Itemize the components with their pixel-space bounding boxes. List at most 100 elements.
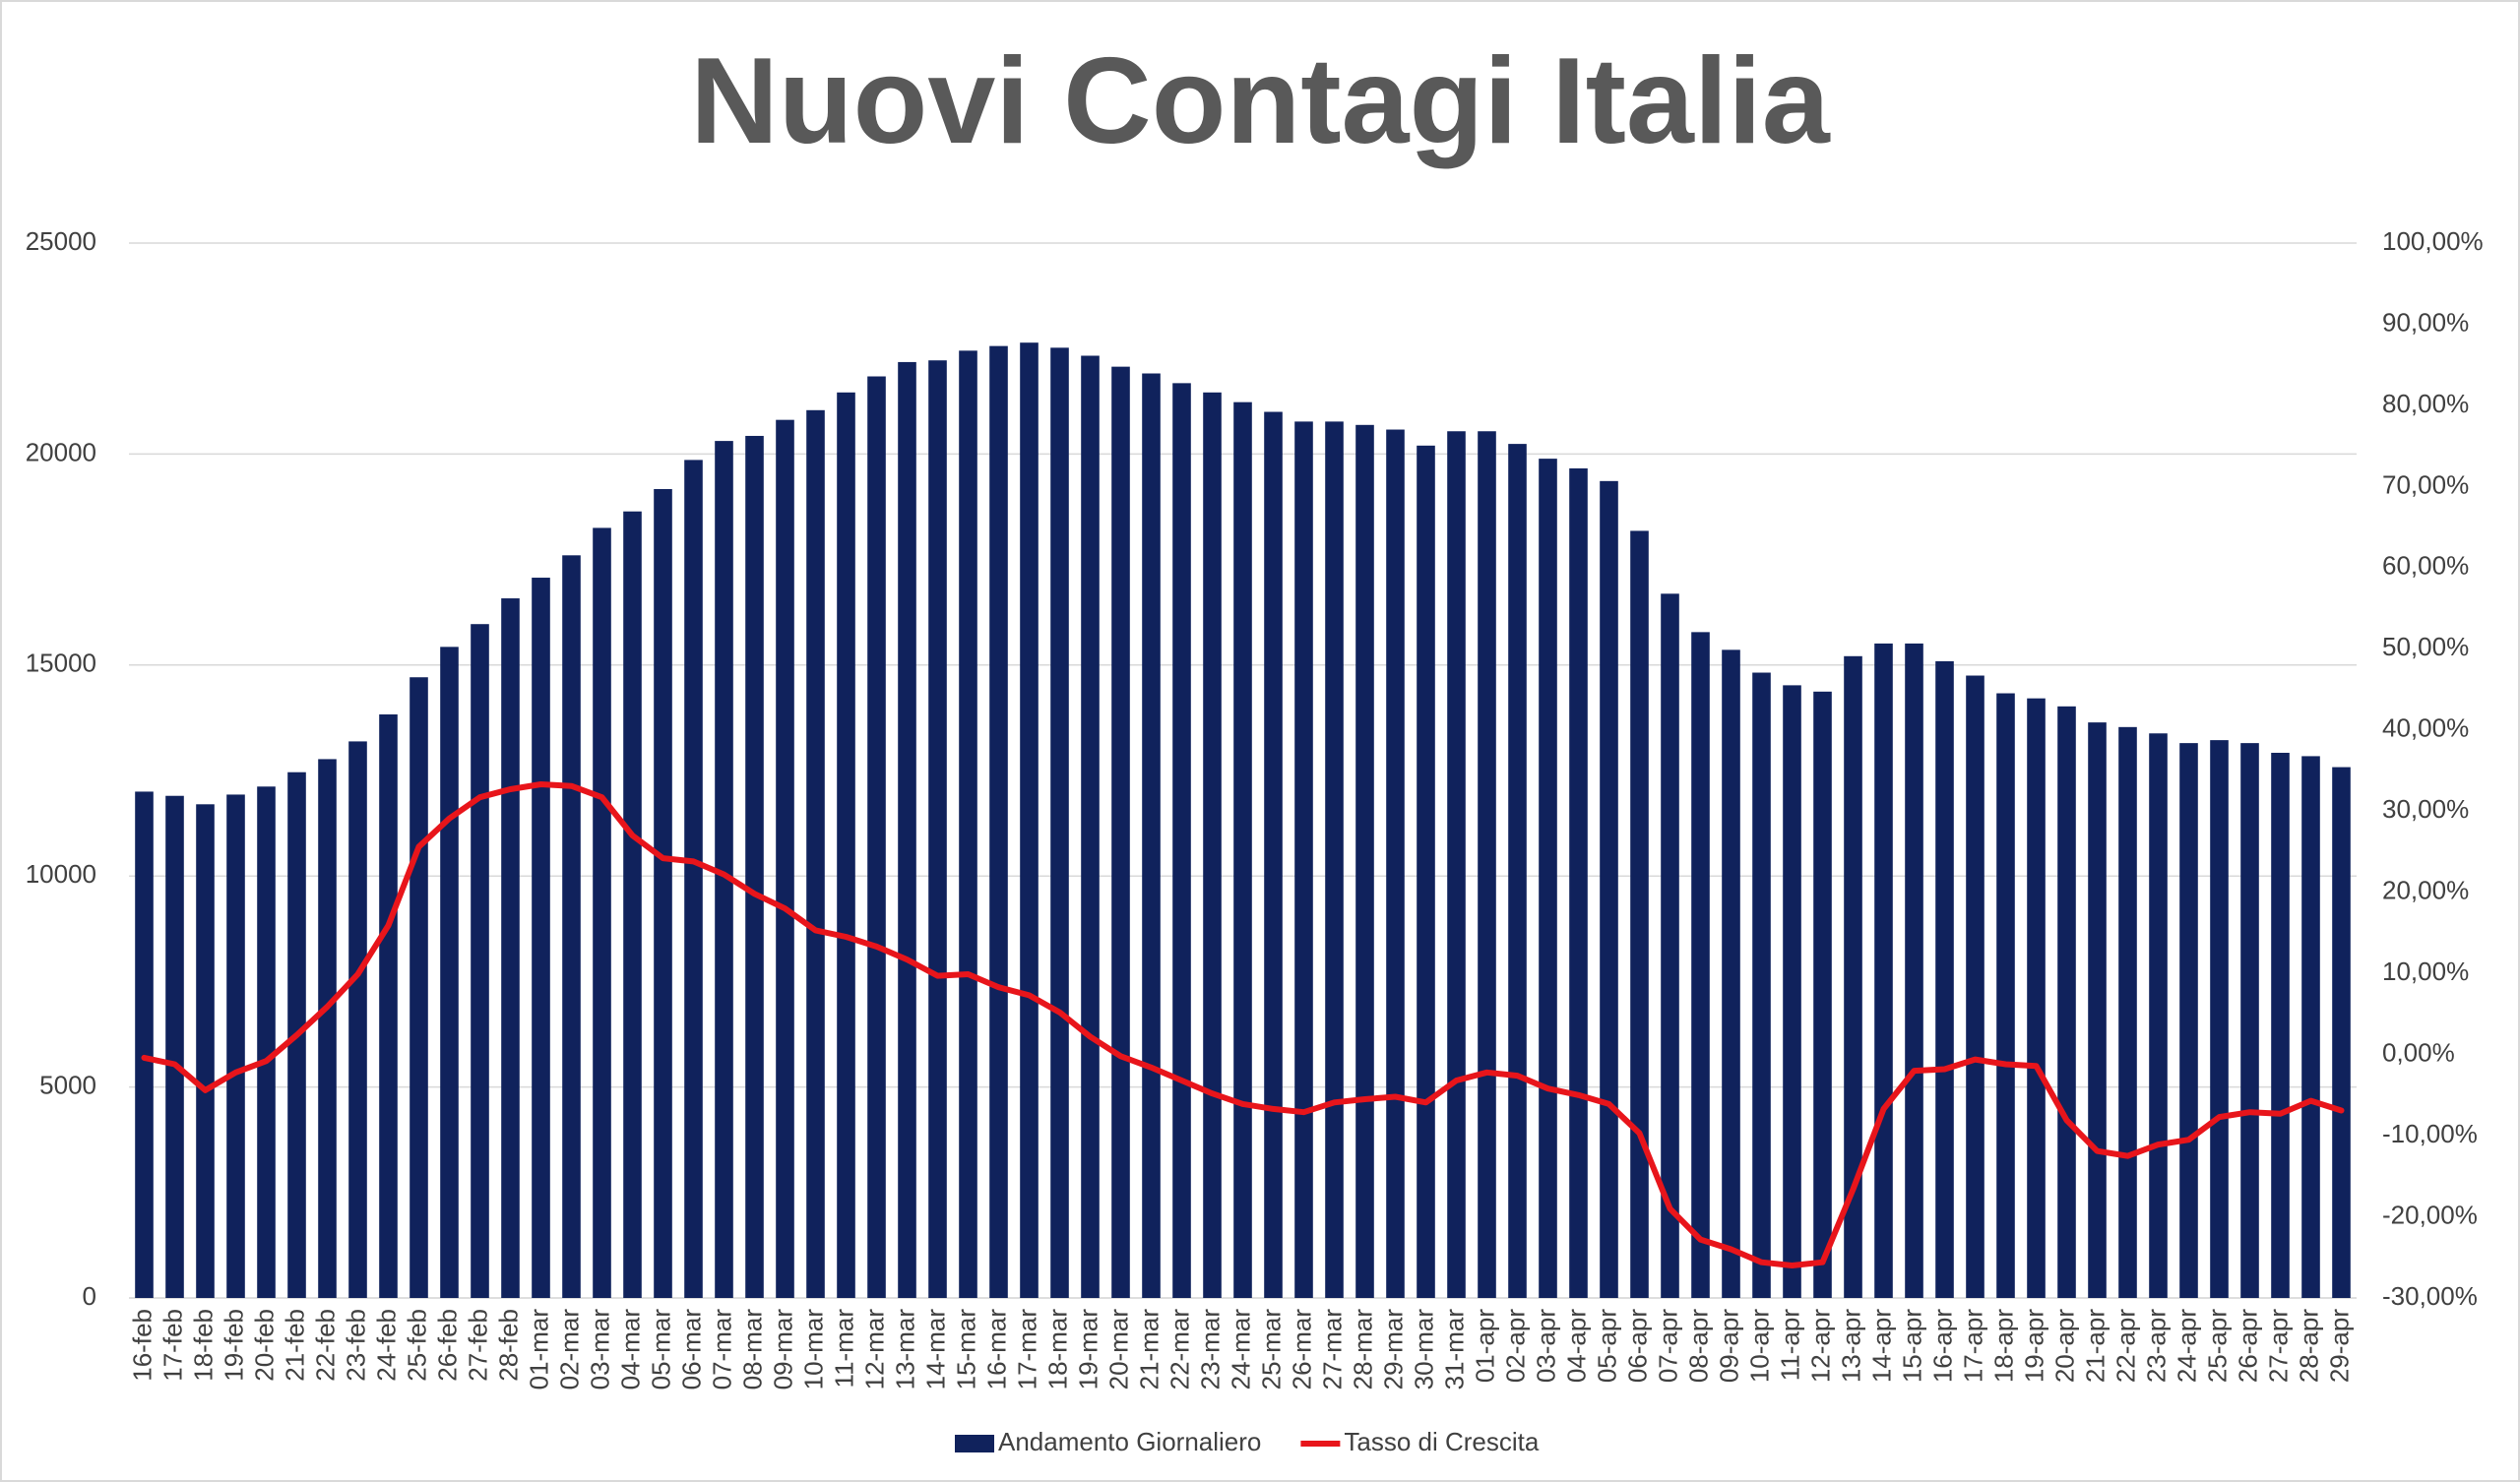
x-tick-label: 19-feb (219, 1309, 248, 1382)
bar (837, 392, 855, 1299)
bar (1600, 480, 1618, 1298)
y2-tick-label: 80,00% (2382, 389, 2469, 418)
bar (196, 804, 215, 1298)
bar (1355, 424, 1374, 1298)
y-tick-label: 20000 (26, 437, 96, 466)
bar (1478, 431, 1496, 1298)
y2-tick-label: 10,00% (2382, 957, 2469, 986)
bar (1172, 383, 1191, 1299)
y2-tick-label: 40,00% (2382, 713, 2469, 743)
x-tick-label: 24-mar (1226, 1309, 1255, 1390)
x-tick-label: 03-apr (1531, 1309, 1560, 1383)
x-tick-label: 18-feb (188, 1309, 218, 1382)
x-tick-label: 09-apr (1714, 1309, 1743, 1383)
bar (1905, 643, 1923, 1298)
bar (440, 647, 459, 1298)
y-tick-label: 0 (83, 1281, 96, 1311)
bar (623, 511, 642, 1298)
bar (1783, 685, 1801, 1298)
x-tick-label: 02-apr (1500, 1309, 1530, 1383)
bar (1386, 429, 1405, 1298)
x-tick-label: 12-mar (859, 1309, 889, 1390)
bar (745, 435, 764, 1298)
x-tick-label: 26-mar (1287, 1309, 1316, 1390)
x-tick-label: 30-mar (1409, 1309, 1438, 1390)
x-tick-label: 25-feb (402, 1309, 431, 1382)
x-tick-label: 15-mar (951, 1309, 980, 1390)
bar (593, 527, 611, 1298)
x-tick-label: 14-apr (1866, 1309, 1896, 1383)
x-tick-label: 13-mar (890, 1309, 919, 1390)
x-tick-label: 24-feb (371, 1309, 401, 1382)
x-tick-label: 04-apr (1561, 1309, 1591, 1383)
x-tick-label: 23-apr (2141, 1309, 2171, 1383)
x-tick-label: 07-mar (707, 1309, 736, 1390)
y-tick-label: 10000 (26, 859, 96, 889)
x-tick-label: 29-mar (1378, 1309, 1408, 1390)
bar (471, 624, 489, 1298)
bar (1966, 675, 1984, 1298)
bar (1508, 444, 1527, 1299)
bar (2118, 726, 2137, 1298)
bar (1691, 632, 1710, 1298)
bar (1264, 411, 1283, 1298)
x-tick-label: 13-apr (1836, 1309, 1865, 1383)
bar (654, 488, 672, 1299)
x-tick-label: 08-apr (1683, 1309, 1713, 1383)
x-tick-label: 24-apr (2172, 1309, 2201, 1383)
x-tick-label: 19-apr (2019, 1309, 2048, 1383)
x-tick-label: 05-mar (646, 1309, 675, 1390)
bar (1050, 347, 1069, 1298)
bar (1874, 643, 1893, 1298)
bar (226, 794, 245, 1298)
legend-label: Andamento Giornaliero (998, 1427, 1261, 1456)
y2-tick-label: -10,00% (2382, 1119, 2478, 1148)
bar (1569, 467, 1588, 1298)
bar (562, 555, 581, 1298)
bar (1935, 660, 1954, 1298)
bar (2027, 698, 2046, 1298)
bar (318, 759, 337, 1298)
bar (2149, 733, 2168, 1298)
x-tick-label: 01-mar (524, 1309, 553, 1390)
y2-tick-label: 100,00% (2382, 226, 2484, 256)
x-tick-label: 28-mar (1348, 1309, 1377, 1390)
y-tick-label: 25000 (26, 226, 96, 256)
bar (1661, 593, 1679, 1298)
line (141, 781, 2345, 1268)
bar (928, 360, 947, 1298)
x-tick-label: 28-feb (493, 1309, 523, 1382)
bar (1996, 693, 2015, 1298)
y2-tick-label: 30,00% (2382, 794, 2469, 824)
legend-label: Tasso di Crescita (1344, 1427, 1539, 1456)
x-tick-label: 20-feb (249, 1309, 279, 1382)
x-tick-label: 22-apr (2110, 1309, 2140, 1383)
x-tick-label: 29-apr (2324, 1309, 2354, 1383)
x-tick-label: 06-mar (676, 1309, 706, 1390)
bar (959, 350, 977, 1298)
bar (135, 791, 154, 1298)
x-tick-label: 04-mar (615, 1309, 645, 1390)
y2-tick-label: 60,00% (2382, 551, 2469, 581)
x-tick-label: 27-apr (2263, 1309, 2293, 1383)
x-tick-label: 01-apr (1470, 1309, 1499, 1383)
x-tick-label: 12-apr (1805, 1309, 1835, 1383)
x-tick-label: 11-mar (829, 1309, 858, 1389)
x-tick-label: 22-mar (1165, 1309, 1194, 1390)
bar (898, 361, 916, 1298)
x-tick-label: 27-feb (463, 1309, 492, 1382)
y2-tick-label: 90,00% (2382, 307, 2469, 337)
bar (257, 786, 276, 1298)
bar (2210, 740, 2229, 1298)
bar (1447, 431, 1466, 1298)
x-tick-label: 08-mar (737, 1309, 767, 1390)
bar (532, 578, 550, 1298)
x-tick-label: 05-apr (1592, 1309, 1621, 1383)
bar (2301, 756, 2320, 1298)
x-tick-label: 14-mar (920, 1309, 950, 1390)
bar (1111, 366, 1130, 1298)
x-tick-label: 22-feb (310, 1309, 340, 1382)
bar (501, 598, 520, 1298)
x-tick-label: 11-apr (1775, 1309, 1804, 1382)
y-tick-label: 15000 (26, 648, 96, 678)
